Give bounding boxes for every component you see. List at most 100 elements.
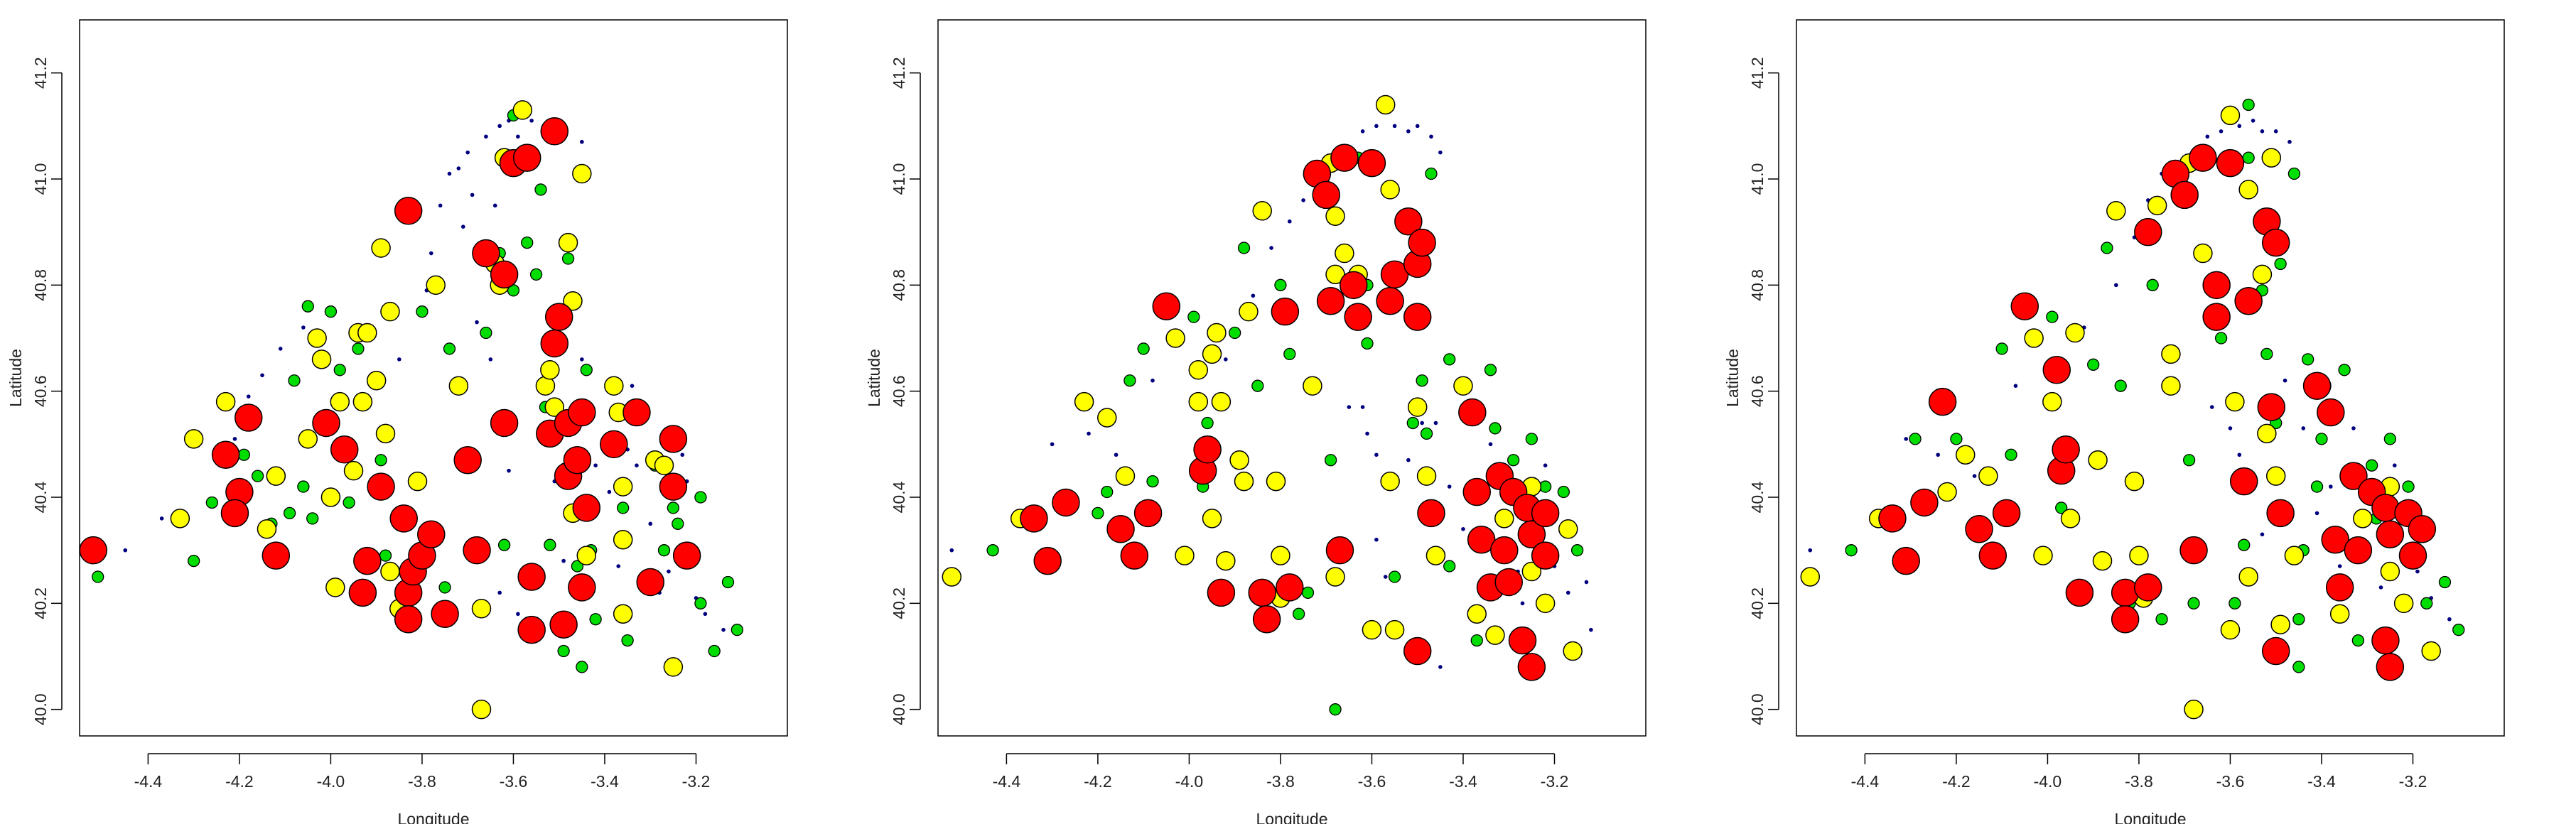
small-blue-dot [1365, 431, 1369, 436]
large-red-point [659, 425, 688, 453]
small-blue-dot [470, 193, 475, 197]
large-red-point [1992, 499, 2021, 528]
medium-yellow-point [942, 567, 962, 587]
small-blue-dot [497, 590, 502, 595]
small-green-point [2338, 364, 2351, 376]
large-red-point [568, 573, 596, 602]
small-green-point [1292, 607, 1305, 620]
small-blue-dot [429, 251, 433, 256]
medium-yellow-point [544, 397, 565, 417]
small-green-point [2452, 624, 2465, 636]
medium-yellow-point [604, 376, 624, 396]
small-green-point [986, 544, 999, 557]
small-green-point [1187, 310, 1200, 323]
small-blue-dot [2228, 426, 2233, 430]
y-axis-title: Latitude [6, 349, 25, 407]
large-red-point [235, 403, 263, 432]
scatter-panel-3: -4.4 -4.2 -4.0 -3.8 -3.6 -3.4 -3.2 40.0 40.2 40.4… [1717, 0, 2576, 824]
small-blue-dot [1438, 665, 1443, 669]
small-green-point [324, 305, 338, 318]
large-red-point [2408, 515, 2437, 543]
large-red-point [1357, 148, 1386, 178]
small-blue-dot [1087, 431, 1091, 436]
small-green-point [2146, 278, 2159, 291]
medium-yellow-point [2033, 546, 2053, 565]
small-green-point [1361, 337, 1374, 350]
medium-yellow-point [2265, 466, 2286, 486]
small-blue-dot [2329, 484, 2333, 489]
medium-yellow-point [1239, 301, 1259, 322]
small-blue-dot [1438, 150, 1443, 155]
large-red-point [490, 408, 519, 438]
medium-yellow-point [2238, 180, 2258, 200]
medium-yellow-point [1978, 466, 1998, 486]
small-blue-dot [2314, 511, 2319, 516]
x-axis-title: Longitude [1256, 810, 1327, 824]
small-green-point [1507, 454, 1520, 467]
small-blue-dot [1972, 474, 1977, 478]
small-green-point [374, 454, 387, 467]
medium-yellow-point [613, 604, 633, 624]
medium-yellow-point [1416, 466, 1437, 486]
large-red-point [1978, 541, 2008, 570]
medium-yellow-point [1485, 625, 1505, 645]
large-red-point [2376, 653, 2405, 681]
small-green-point [2420, 597, 2433, 609]
small-green-point [2402, 480, 2415, 493]
small-blue-dot [635, 463, 639, 467]
small-blue-dot [2219, 129, 2224, 134]
small-green-point [731, 624, 743, 636]
medium-yellow-point [1325, 567, 1345, 587]
small-blue-dot [232, 437, 237, 441]
medium-yellow-point [1271, 546, 1290, 565]
medium-yellow-point [1211, 391, 1232, 412]
medium-yellow-point [2329, 604, 2350, 624]
small-blue-dot [2287, 139, 2292, 144]
y-tick-label: 40.0 [890, 693, 908, 725]
small-green-point [1443, 560, 1456, 573]
small-green-point [657, 544, 671, 557]
large-red-point [1316, 286, 1345, 315]
small-blue-dot [2415, 569, 2420, 574]
y-tick-label: 40.8 [1748, 269, 1767, 301]
large-red-point [1394, 207, 1423, 236]
large-red-point [472, 239, 500, 268]
x-tick-label: -3.2 [2399, 772, 2427, 791]
small-blue-dot [721, 627, 726, 632]
small-green-point [1950, 433, 1963, 445]
large-red-point [2398, 541, 2427, 570]
large-red-point [1344, 303, 1372, 331]
medium-yellow-point [2042, 391, 2062, 412]
small-green-point [529, 268, 543, 281]
small-blue-dot [1050, 442, 1055, 447]
y-tick-label: 40.8 [31, 269, 50, 301]
small-green-point [251, 470, 264, 482]
large-red-point [2261, 636, 2290, 666]
large-red-point [1271, 297, 1300, 326]
small-blue-dot [2260, 532, 2265, 537]
small-green-point [2187, 597, 2200, 609]
small-green-point [1525, 433, 1538, 445]
y-axis-title: Latitude [1723, 349, 1742, 407]
medium-yellow-point [1207, 322, 1227, 343]
medium-yellow-point [2124, 471, 2145, 492]
small-green-point [2229, 597, 2241, 609]
small-green-point [1123, 374, 1136, 387]
small-blue-dot [2378, 585, 2383, 590]
small-green-point [2242, 151, 2255, 164]
small-blue-dot [529, 119, 534, 123]
scatter-plot: -4.4 -4.2 -4.0 -3.8 -3.6 -3.4 -3.2 40.0 40.2 40.4… [1723, 19, 2505, 824]
large-red-point [353, 546, 382, 575]
medium-yellow-point [1165, 328, 1185, 348]
plot-frame [1796, 19, 2505, 737]
medium-yellow-point [2421, 641, 2441, 661]
small-green-point [1845, 544, 1858, 557]
medium-yellow-point [540, 360, 560, 380]
medium-yellow-point [2106, 201, 2126, 221]
medium-yellow-point [2193, 243, 2213, 264]
large-red-point [2111, 605, 2140, 634]
small-green-point [576, 661, 588, 673]
large-red-point [2216, 148, 2245, 178]
small-green-point [237, 448, 250, 461]
small-green-point [2214, 332, 2228, 345]
